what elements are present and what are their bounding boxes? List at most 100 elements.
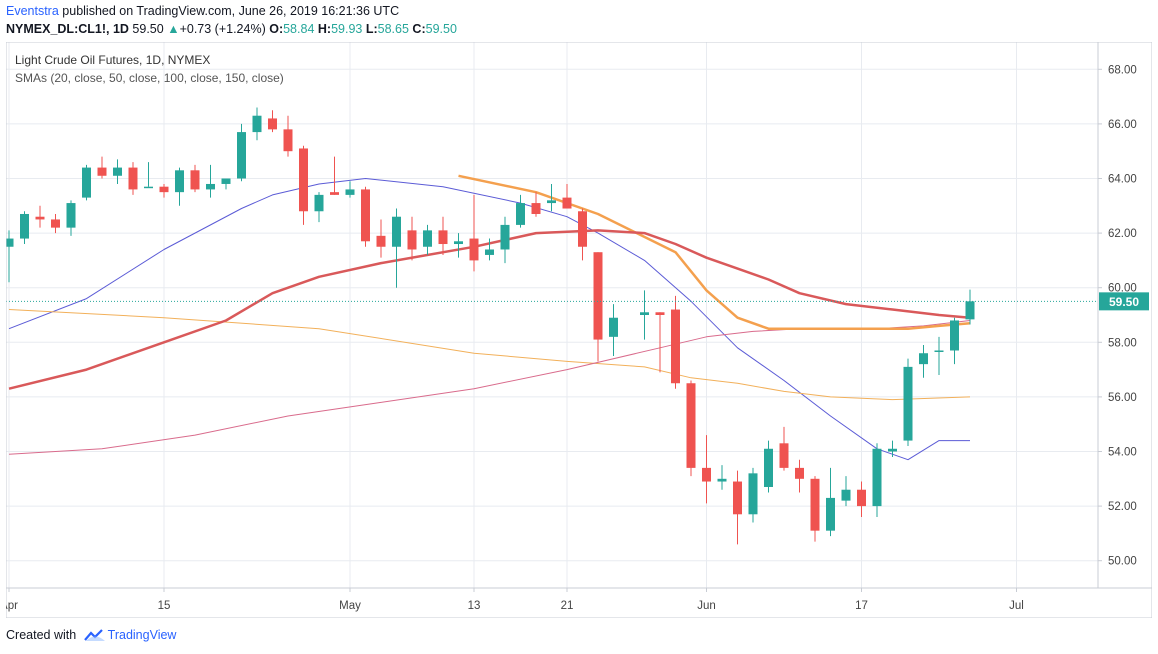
- candle-up[interactable]: [764, 448, 773, 487]
- candle-down[interactable]: [686, 383, 696, 468]
- close-value: 59.50: [425, 22, 457, 36]
- high-value: 59.93: [331, 22, 363, 36]
- candle-down[interactable]: [376, 235, 386, 247]
- last-price-badge: [1099, 292, 1149, 311]
- candle-down[interactable]: [810, 478, 820, 531]
- x-tick-label: May: [339, 600, 361, 612]
- candle-down[interactable]: [35, 216, 45, 220]
- candle-up[interactable]: [888, 448, 897, 452]
- tradingview-logo-icon: [83, 628, 106, 645]
- candle-up[interactable]: [66, 203, 76, 228]
- sma-series-line-1: [8, 178, 970, 461]
- plot-area[interactable]: [6, 42, 1098, 588]
- candle-down[interactable]: [469, 238, 479, 261]
- y-tick-label: 56.00: [1108, 392, 1137, 404]
- candle-down[interactable]: [438, 230, 448, 245]
- price-chart[interactable]: 68.00 66.00 64.00 62.00 60.00 58.00 56.00 54.00…: [6, 42, 1152, 618]
- candle-down[interactable]: [128, 167, 138, 190]
- candle-up[interactable]: [965, 301, 975, 320]
- sma-series-line-2: [8, 309, 971, 401]
- candle-up[interactable]: [82, 167, 91, 198]
- candle-down[interactable]: [283, 129, 293, 152]
- y-tick-label: 64.00: [1108, 174, 1137, 186]
- candle-down[interactable]: [733, 481, 742, 515]
- candle-up[interactable]: [872, 448, 882, 507]
- candle-down[interactable]: [407, 230, 417, 250]
- candle-up[interactable]: [206, 183, 215, 190]
- candle-up[interactable]: [113, 167, 122, 176]
- x-tick-label: 13: [468, 600, 481, 612]
- candle-down[interactable]: [857, 489, 866, 507]
- candle-down[interactable]: [51, 219, 60, 228]
- candle-up[interactable]: [392, 216, 401, 247]
- x-tick-label: Jul: [1009, 600, 1024, 612]
- publisher-name[interactable]: Eventstra: [6, 4, 59, 18]
- candle-down[interactable]: [159, 186, 169, 193]
- candle-up[interactable]: [919, 353, 928, 365]
- y-tick-label: 52.00: [1108, 501, 1137, 513]
- candle-down[interactable]: [779, 443, 789, 468]
- x-tick-label: 17: [855, 600, 868, 612]
- candle-up[interactable]: [547, 200, 556, 204]
- candle-down[interactable]: [593, 252, 603, 340]
- candle-down[interactable]: [578, 211, 587, 247]
- candle-up[interactable]: [609, 317, 618, 337]
- x-tick-label: 21: [561, 600, 574, 612]
- candle-down[interactable]: [702, 467, 711, 482]
- candle-up[interactable]: [516, 203, 525, 225]
- candle-up[interactable]: [934, 350, 944, 352]
- x-tick-label: 15: [158, 600, 171, 612]
- candle-down[interactable]: [655, 312, 665, 315]
- candle-up[interactable]: [717, 478, 727, 482]
- y-tick-label: 68.00: [1108, 64, 1137, 76]
- candle-down[interactable]: [330, 192, 339, 195]
- candle-up[interactable]: [903, 366, 913, 441]
- tradingview-link[interactable]: TradingView: [107, 628, 177, 642]
- candle-up[interactable]: [423, 230, 432, 247]
- candle-up[interactable]: [826, 497, 835, 531]
- candle-down[interactable]: [671, 309, 680, 384]
- change-value: +0.73 (+1.24%): [179, 22, 266, 36]
- candle-up[interactable]: [748, 473, 758, 515]
- open-label: O:: [269, 22, 284, 36]
- sma-series-line-5: [8, 229, 971, 390]
- low-value: 58.65: [377, 22, 409, 36]
- y-tick-label: 54.00: [1108, 447, 1137, 459]
- candle-down[interactable]: [531, 203, 541, 214]
- candle-up[interactable]: [314, 194, 324, 212]
- candle-up[interactable]: [454, 241, 463, 245]
- candle-up[interactable]: [345, 189, 355, 195]
- candle-up[interactable]: [950, 320, 959, 351]
- chart-title: Light Crude Oil Futures, 1D, NYMEX: [15, 53, 211, 67]
- y-tick-label: 60.00: [1108, 283, 1137, 295]
- sma-legend: SMAs (20, close, 50, close, 100, close, …: [15, 71, 284, 85]
- candle-up[interactable]: [6, 238, 14, 247]
- candle-down[interactable]: [268, 118, 277, 130]
- y-tick-label: 62.00: [1108, 228, 1137, 240]
- candle-down[interactable]: [361, 189, 370, 242]
- candle-down[interactable]: [299, 148, 308, 212]
- x-tick-label: Jun: [697, 600, 716, 612]
- candle-up[interactable]: [20, 213, 29, 239]
- x-tick-label: Apr: [6, 600, 18, 612]
- candle-up[interactable]: [144, 186, 153, 189]
- candle-down[interactable]: [795, 467, 804, 479]
- candle-up[interactable]: [640, 312, 649, 315]
- candle-up[interactable]: [252, 115, 262, 133]
- candle-up[interactable]: [500, 224, 510, 250]
- last-price: 59.50: [132, 22, 164, 36]
- candle-down[interactable]: [97, 167, 107, 176]
- candle-up[interactable]: [175, 170, 184, 193]
- candle-up[interactable]: [221, 178, 231, 184]
- footer: Created with TradingView: [6, 628, 176, 645]
- candle-down[interactable]: [190, 170, 200, 190]
- open-value: 58.84: [283, 22, 315, 36]
- candle-up[interactable]: [237, 132, 246, 179]
- y-tick-label: 58.00: [1108, 337, 1137, 349]
- y-tick-label: 50.00: [1108, 556, 1137, 568]
- sma-series-line-4: [458, 174, 971, 330]
- candle-up[interactable]: [841, 489, 851, 501]
- y-tick-label: 66.00: [1108, 119, 1137, 131]
- candle-up[interactable]: [485, 249, 494, 255]
- candle-down[interactable]: [562, 197, 572, 209]
